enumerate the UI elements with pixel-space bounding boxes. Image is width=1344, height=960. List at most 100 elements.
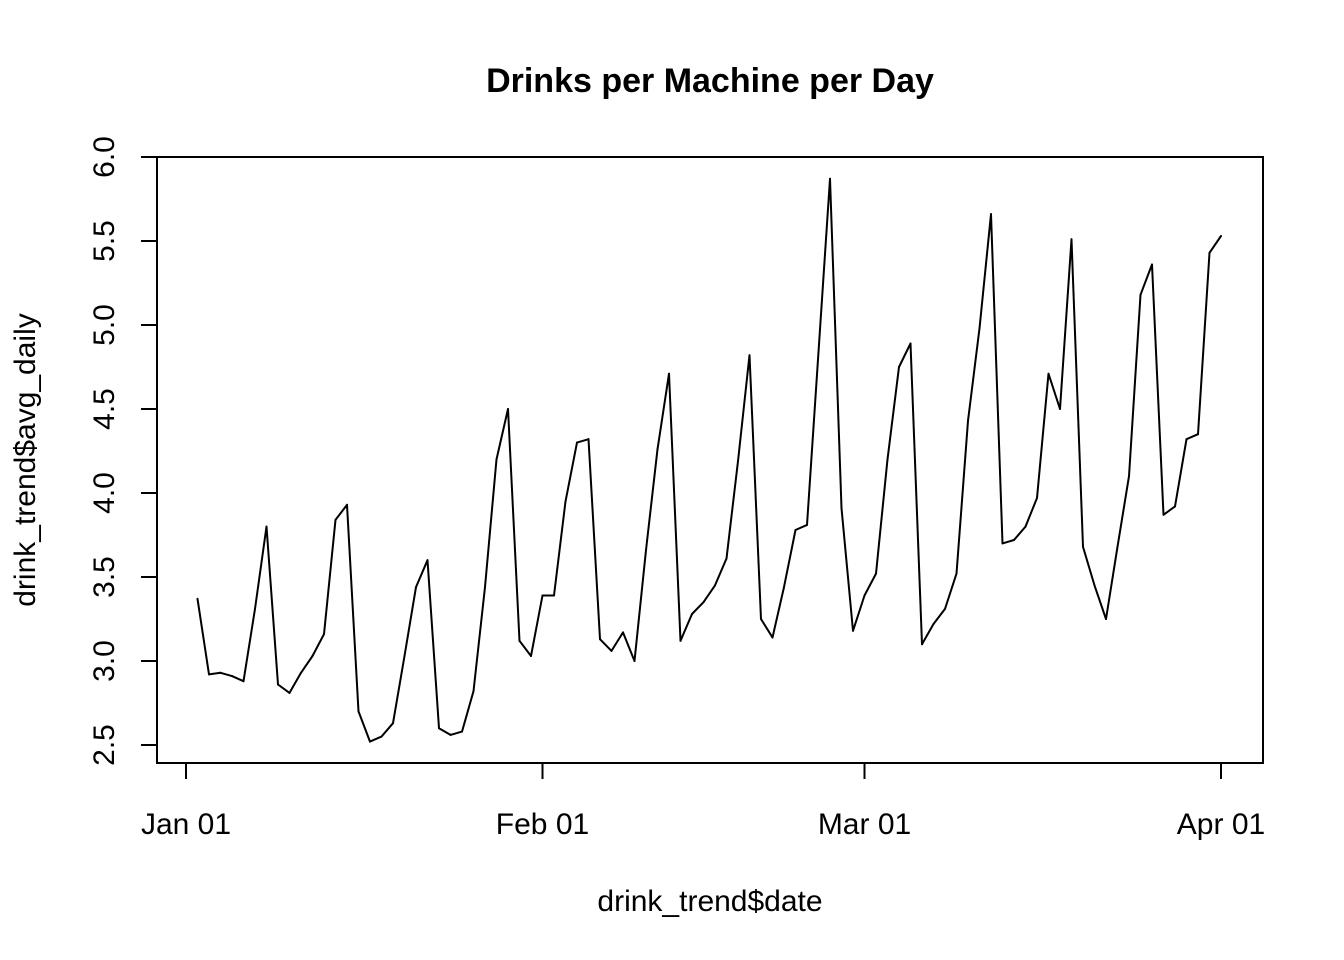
data-point	[886, 458, 889, 461]
data-point	[357, 710, 360, 713]
data-point	[1208, 251, 1211, 254]
data-point	[1013, 539, 1015, 541]
x-tick-label: Jan 01	[141, 808, 231, 841]
data-point	[610, 649, 613, 652]
data-point	[944, 607, 946, 610]
data-point	[875, 572, 877, 575]
y-tick-label: 3.5	[88, 556, 121, 598]
y-tick-label: 6.0	[88, 136, 121, 178]
data-point	[553, 594, 555, 597]
y-tick-label: 5.0	[88, 304, 121, 346]
data-point	[449, 733, 452, 736]
data-point	[288, 691, 291, 694]
data-point	[990, 213, 992, 216]
y-tick-label: 3.0	[88, 640, 121, 682]
data-point	[840, 507, 843, 510]
data-point	[898, 366, 900, 368]
y-tick-label: 5.5	[88, 220, 121, 262]
data-point	[426, 559, 429, 562]
data-point	[967, 419, 969, 422]
x-tick-label: Apr 01	[1177, 808, 1265, 841]
data-point	[1105, 618, 1107, 620]
data-point	[1059, 408, 1061, 410]
x-tick-label: Mar 01	[818, 808, 911, 841]
data-point	[633, 660, 636, 662]
data-point	[415, 586, 417, 589]
data-point	[219, 671, 222, 674]
data-point	[863, 594, 866, 597]
data-point	[909, 342, 912, 345]
data-point	[714, 584, 716, 587]
data-point	[932, 623, 935, 625]
data-point	[1036, 497, 1038, 499]
data-point	[1197, 433, 1199, 436]
data-point	[242, 680, 245, 683]
data-point	[530, 655, 532, 657]
data-point	[461, 730, 463, 733]
data-point	[346, 503, 348, 506]
data-point	[1162, 513, 1165, 516]
data-point	[208, 673, 210, 676]
chart-title: Drinks per Machine per Day	[486, 62, 934, 100]
data-point	[1151, 263, 1153, 266]
data-point	[921, 643, 923, 646]
data-point	[518, 639, 521, 642]
data-point	[507, 408, 509, 410]
data-point	[691, 613, 693, 615]
data-point	[737, 460, 739, 463]
data-point	[1128, 475, 1130, 478]
data-point	[1185, 438, 1188, 441]
data-point	[300, 671, 302, 674]
data-point	[1174, 505, 1176, 508]
plot-frame	[156, 156, 1264, 764]
data-point	[231, 675, 233, 678]
data-point	[495, 458, 498, 461]
data-point	[587, 438, 590, 441]
x-axis-title: drink_trend$date	[597, 885, 822, 918]
data-point	[1082, 545, 1084, 548]
data-point	[1047, 372, 1050, 375]
data-point	[472, 690, 475, 693]
data-point	[392, 722, 394, 725]
y-tick-label: 4.5	[88, 388, 121, 430]
data-point	[438, 727, 440, 730]
data-point	[771, 636, 774, 639]
data-point	[829, 177, 831, 180]
data-points	[196, 177, 1222, 743]
data-point	[748, 354, 751, 357]
data-point	[1001, 542, 1004, 545]
data-point	[484, 586, 486, 589]
data-point	[265, 525, 268, 528]
data-point	[576, 441, 578, 444]
y-tick-label: 2.5	[88, 724, 121, 766]
data-point	[323, 633, 325, 636]
x-tick-label: Feb 01	[496, 808, 589, 841]
data-point	[380, 735, 383, 738]
data-point	[806, 523, 808, 526]
data-point	[254, 607, 256, 610]
data-point	[369, 740, 371, 743]
data-point	[794, 529, 797, 531]
data-point	[1220, 235, 1222, 237]
data-point	[1116, 545, 1119, 548]
data-point	[541, 594, 544, 597]
data-point	[656, 448, 659, 451]
data-point	[277, 683, 279, 686]
data-point	[564, 500, 567, 503]
y-axis-title: drink_trend$avg_daily	[9, 313, 42, 607]
data-point	[311, 655, 314, 657]
data-point	[196, 597, 199, 600]
data-point	[1070, 238, 1073, 241]
data-point	[1139, 293, 1142, 296]
y-tick-label: 4.0	[88, 472, 121, 514]
data-point	[817, 350, 820, 353]
data-point	[668, 372, 670, 375]
data-point	[599, 638, 601, 641]
data-point	[955, 572, 958, 575]
data-point	[783, 586, 785, 589]
data-point	[679, 639, 682, 642]
data-point	[702, 601, 705, 604]
data-point	[622, 631, 624, 634]
data-point	[725, 557, 728, 560]
data-point	[1093, 584, 1096, 587]
